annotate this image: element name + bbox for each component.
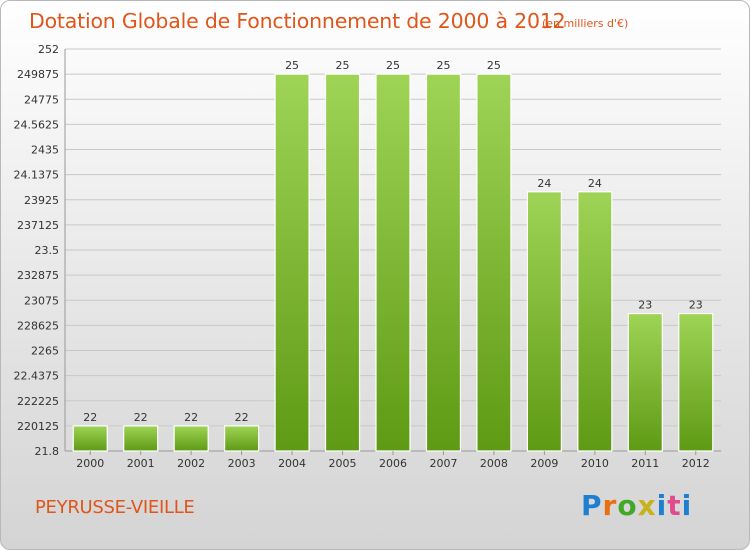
- x-tick-label: 2004: [278, 457, 306, 470]
- x-tick-label: 2007: [429, 457, 457, 470]
- data-label: 22: [83, 411, 97, 424]
- bar-2011: [627, 312, 663, 452]
- x-tick-label: 2009: [530, 457, 558, 470]
- data-label: 24: [588, 177, 602, 190]
- y-tick-label: 232875: [17, 269, 59, 282]
- y-tick-label: 2435: [31, 144, 59, 157]
- y-tick-label: 220125: [17, 420, 59, 433]
- logo-letter: o: [617, 489, 638, 522]
- data-label: 23: [689, 299, 703, 312]
- x-tick-label: 2002: [177, 457, 205, 470]
- y-tick-label: 228625: [17, 319, 59, 332]
- y-tick-label: 23925: [24, 194, 59, 207]
- bar-2001: [123, 425, 159, 452]
- y-tick-label: 23.5: [35, 244, 60, 257]
- y-tick-label: 2265: [31, 345, 59, 358]
- logo-letter: i: [681, 489, 693, 522]
- data-label: 25: [386, 59, 400, 72]
- y-tick-label: 22.4375: [14, 370, 60, 383]
- y-tick-label: 249875: [17, 68, 59, 81]
- data-label: 22: [134, 411, 148, 424]
- y-tick-label: 24.5625: [14, 118, 60, 131]
- data-label: 24: [537, 177, 551, 190]
- x-tick-label: 2003: [228, 457, 256, 470]
- y-tick-label: 222225: [17, 395, 59, 408]
- bar-2006: [375, 73, 411, 452]
- y-tick-label: 24.1375: [14, 169, 60, 182]
- y-tick-label: 24775: [24, 93, 59, 106]
- x-tick-label: 2005: [329, 457, 357, 470]
- bar-2000: [72, 425, 108, 452]
- logo-letter: r: [602, 489, 618, 522]
- bar-2002: [173, 425, 209, 452]
- chart-title: Dotation Globale de Fonctionnement de 20…: [29, 9, 566, 33]
- logo-letter: t: [667, 489, 682, 522]
- data-label: 23: [638, 299, 652, 312]
- logo-letter: P: [581, 489, 603, 522]
- x-tick-label: 2011: [631, 457, 659, 470]
- x-tick-label: 2000: [76, 457, 104, 470]
- bar-2004: [274, 73, 310, 452]
- bar-2012: [678, 312, 714, 452]
- x-tick-label: 2010: [581, 457, 609, 470]
- data-label: 22: [184, 411, 198, 424]
- x-tick-label: 2008: [480, 457, 508, 470]
- y-tick-label: 237125: [17, 219, 59, 232]
- bar-2007: [425, 73, 462, 452]
- x-tick-label: 2012: [682, 457, 710, 470]
- x-tick-label: 2006: [379, 457, 407, 470]
- data-label: 25: [436, 59, 450, 72]
- bar-2010: [577, 191, 613, 452]
- logo-letter: i: [656, 489, 668, 522]
- data-label: 25: [285, 59, 299, 72]
- commune-name: PEYRUSSE-VIEILLE: [35, 497, 195, 518]
- logo-letter: x: [637, 489, 657, 522]
- data-label: 22: [235, 411, 249, 424]
- x-tick-label: 2001: [127, 457, 155, 470]
- unit-label: (en milliers d'€): [542, 17, 629, 30]
- bar-2009: [526, 191, 562, 452]
- bar-2005: [324, 73, 361, 452]
- bar-2003: [224, 425, 260, 452]
- data-label: 25: [487, 59, 501, 72]
- proxiti-logo[interactable]: Proxiti: [581, 489, 692, 522]
- y-tick-label: 252: [38, 43, 59, 56]
- y-tick-label: 21.8: [35, 445, 60, 458]
- data-label: 25: [336, 59, 350, 72]
- y-tick-label: 23075: [24, 294, 59, 307]
- bar-2008: [476, 73, 512, 452]
